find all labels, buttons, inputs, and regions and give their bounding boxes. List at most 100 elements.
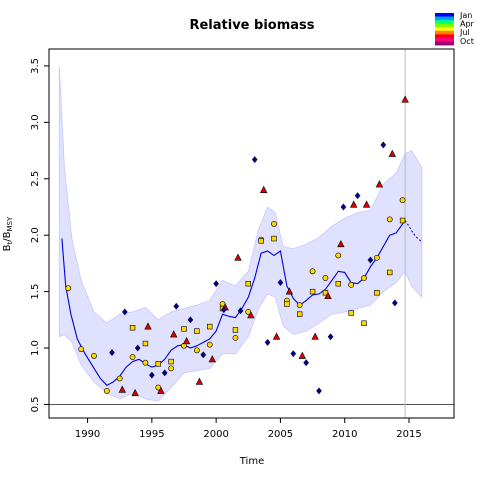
- x-tick-label-3: 2005: [268, 429, 293, 440]
- point-circle-4: [116, 375, 123, 382]
- axes: 1990 1995 2000 2005 2010 2015 0.5 1.0 1.5 2.0 2.5 3…: [30, 48, 455, 440]
- point-square-3: [168, 358, 174, 365]
- point-circle-23: [361, 275, 367, 281]
- point-square-9: [245, 281, 251, 287]
- legend-swatch-0: [435, 13, 454, 17]
- legend-label-jan: Jan: [459, 11, 472, 20]
- plot-area: [49, 49, 454, 418]
- x-axis-label: Time: [239, 456, 264, 467]
- point-square-19: [374, 290, 380, 296]
- point-diamond-2: [148, 371, 155, 379]
- y-label-slash-b: /B: [2, 231, 13, 241]
- point-triangle-12: [272, 332, 281, 340]
- legend-swatch-8: [435, 41, 454, 46]
- legend-swatch-7: [435, 37, 454, 42]
- point-triangle-7: [208, 355, 216, 363]
- point-diamond-21: [161, 369, 168, 377]
- y-label-sub-msy: MSY: [6, 216, 14, 231]
- point-circle-5: [129, 354, 136, 360]
- y-tick-label-3: 2.0: [30, 227, 41, 243]
- point-diamond-20: [109, 349, 115, 357]
- point-square-1: [142, 340, 149, 347]
- point-circle-8: [168, 365, 175, 372]
- point-square-2: [155, 361, 161, 367]
- legend-swatch-3: [435, 23, 454, 28]
- point-triangle-1: [131, 388, 139, 397]
- point-square-6: [207, 323, 213, 330]
- x-tick-label-1: 1995: [139, 429, 164, 440]
- chart-title: Relative biomass: [189, 18, 314, 33]
- y-tick-label-2: 1.5: [30, 284, 41, 300]
- point-triangle-18: [350, 200, 358, 208]
- point-diamond-11: [290, 350, 297, 358]
- y-label-sub-t: t: [6, 241, 14, 244]
- x-tick-label-2: 2000: [203, 429, 228, 440]
- point-square-0: [129, 325, 136, 331]
- point-triangle-6: [195, 377, 204, 385]
- point-diamond-9: [264, 338, 271, 346]
- point-diamond-22: [220, 306, 227, 314]
- x-tick-label-4: 2010: [332, 429, 357, 440]
- y-tick-label-0: 0.5: [30, 397, 41, 413]
- point-circle-6: [142, 359, 149, 366]
- plot-frame: [48, 48, 455, 419]
- legend-label-apr: Apr: [460, 20, 475, 29]
- point-diamond-3: [173, 302, 180, 310]
- point-triangle-5: [182, 337, 191, 345]
- point-triangle-9: [234, 253, 242, 261]
- point-diamond-19: [391, 299, 398, 307]
- point-triangle-2: [144, 322, 152, 330]
- point-diamond-16: [354, 192, 361, 200]
- point-diamond-0: [121, 308, 128, 316]
- point-circle-24: [373, 254, 380, 261]
- point-triangle-13: [285, 287, 294, 295]
- point-diamond-18: [380, 141, 387, 149]
- x-tick-label-5: 2015: [396, 429, 421, 440]
- point-circle-2: [91, 353, 97, 359]
- point-square-5: [194, 328, 200, 334]
- point-diamond-15: [340, 203, 347, 211]
- point-diamond-1: [134, 344, 141, 352]
- point-triangle-15: [311, 332, 319, 340]
- point-circle-10: [193, 347, 200, 354]
- point-circle-3: [103, 388, 110, 394]
- point-circle-22: [348, 281, 355, 288]
- legend-label-jul: Jul: [459, 28, 470, 37]
- point-square-12: [284, 301, 290, 307]
- point-circle-0: [65, 285, 72, 292]
- legend-swatch-5: [435, 30, 454, 35]
- y-tick-label-5: 3.0: [30, 114, 41, 130]
- point-triangle-20: [375, 180, 384, 188]
- legend-swatch-6: [435, 34, 454, 39]
- confidence-band: [58, 65, 423, 402]
- point-triangle-19: [362, 200, 371, 208]
- point-square-17: [348, 310, 354, 316]
- point-triangle-21: [388, 149, 396, 157]
- point-circle-1: [78, 346, 85, 353]
- point-square-8: [232, 327, 239, 333]
- point-circle-26: [399, 197, 406, 204]
- point-square-4: [181, 326, 187, 332]
- point-triangle-17: [337, 239, 345, 248]
- point-square-16: [335, 281, 341, 287]
- y-tick-label-4: 2.5: [30, 171, 41, 187]
- point-diamond-7: [237, 307, 244, 315]
- point-diamond-13: [316, 387, 322, 395]
- point-circle-19: [309, 268, 316, 275]
- point-diamond-10: [277, 279, 284, 287]
- point-circle-20: [322, 275, 329, 281]
- point-square-13: [297, 311, 303, 317]
- point-triangle-14: [298, 351, 306, 359]
- point-triangle-11: [260, 185, 268, 193]
- point-square-20: [387, 269, 393, 276]
- point-circle-21: [335, 252, 342, 259]
- point-diamond-12: [303, 359, 310, 367]
- x-tick-label-0: 1990: [75, 429, 100, 440]
- y-label-b: B: [2, 244, 13, 251]
- point-triangle-22: [401, 95, 409, 103]
- point-triangle-10: [247, 311, 255, 319]
- point-circle-18: [296, 302, 303, 309]
- legend-swatch-4: [435, 27, 454, 32]
- legend-label-oct: Oct: [460, 37, 474, 46]
